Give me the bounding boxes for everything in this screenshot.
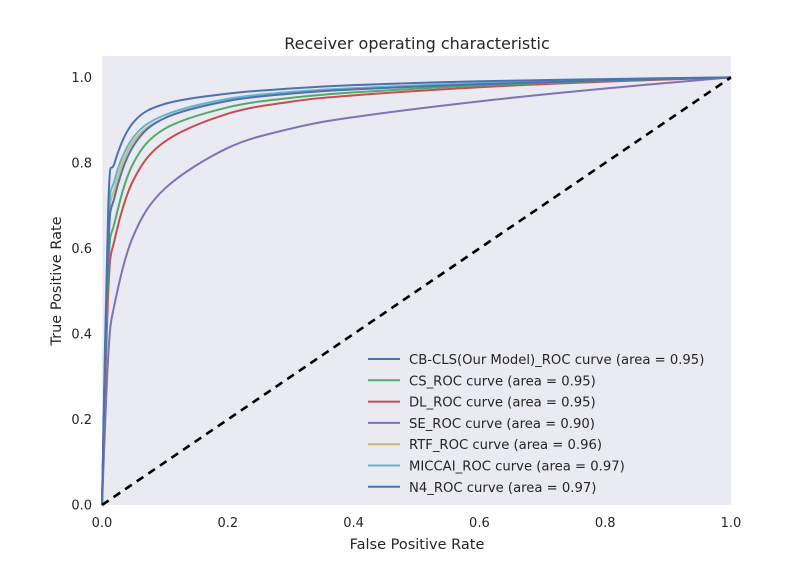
y-axis-ticks: 0.0 0.2 0.4 0.6 0.8 1.0 [71,71,92,514]
legend-entry: MICCAI_ROC curve (area = 0.97) [409,460,625,475]
legend-entry: N4_ROC curve (area = 0.97) [409,481,596,496]
x-tick-label: 1.0 [721,516,742,531]
x-tick-label: 0.4 [343,516,364,531]
x-axis-ticks: 0.0 0.2 0.4 0.6 0.8 1.0 [92,516,742,531]
roc-curve-line [101,76,732,506]
x-tick-label: 0.8 [595,516,616,531]
legend: CB-CLS(Our Model)_ROC curve (area = 0.95… [368,353,704,496]
legend-entry: RTF_ROC curve (area = 0.96) [409,438,602,453]
y-tick-label: 1.0 [71,71,92,86]
y-axis-label: True Positive Rate [49,216,65,346]
legend-entry: DL_ROC curve (area = 0.95) [409,396,596,411]
roc-curve-line [101,76,732,506]
x-tick-label: 0.2 [217,516,238,531]
y-tick-label: 0.8 [71,156,92,171]
legend-entry: CB-CLS(Our Model)_ROC curve (area = 0.95… [409,353,704,368]
roc-curve-line [101,76,732,506]
chance-diagonal-line [101,76,732,507]
chart-title: Receiver operating characteristic [284,34,550,53]
x-tick-label: 0.0 [92,516,113,531]
y-tick-label: 0.2 [71,413,92,428]
x-axis-label: False Positive Rate [350,537,485,553]
legend-entry: CS_ROC curve (area = 0.95) [409,374,596,389]
roc-curve-line [101,76,732,506]
legend-entry: SE_ROC curve (area = 0.90) [409,417,595,432]
x-tick-label: 0.6 [469,516,490,531]
y-tick-label: 0.4 [71,327,92,342]
y-tick-label: 0.0 [71,499,92,514]
y-tick-label: 0.6 [71,242,92,257]
series-lines [101,76,732,507]
plot-area [102,56,731,505]
